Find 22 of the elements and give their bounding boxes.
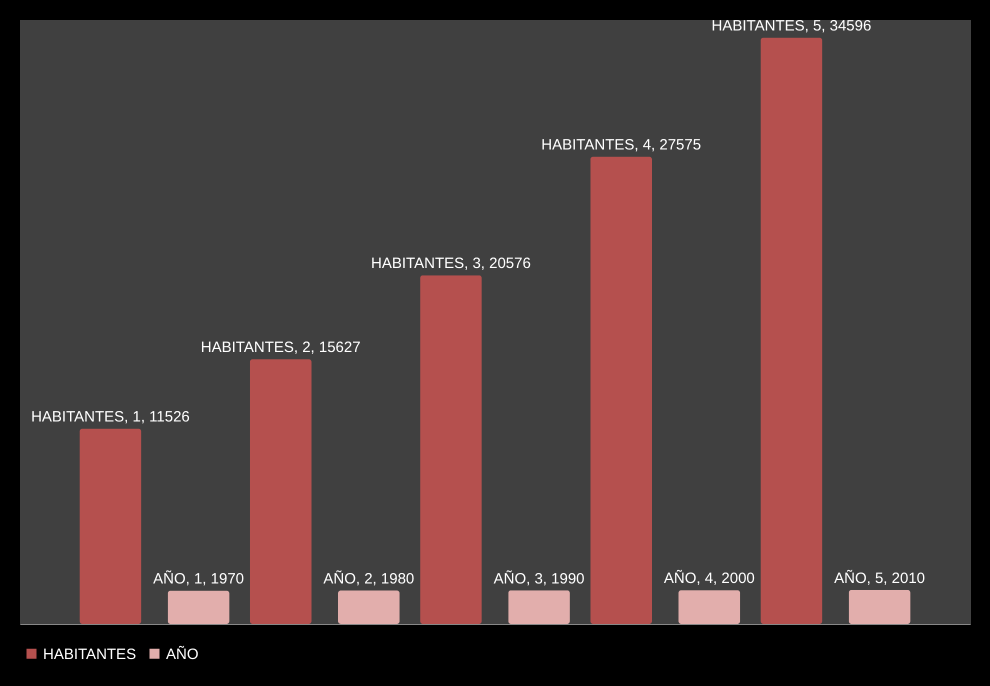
legend-label: AÑO (166, 644, 199, 663)
data-label: AÑO, 3, 1990 (494, 569, 585, 588)
bar (590, 156, 652, 624)
data-label: AÑO, 1, 1970 (153, 570, 244, 588)
bar (760, 38, 822, 624)
data-label: AÑO, 5, 2010 (834, 568, 926, 587)
bar (508, 590, 570, 624)
bar (678, 590, 740, 624)
data-label: AÑO, 2, 1980 (323, 569, 414, 588)
bar (848, 590, 910, 624)
bar (420, 275, 482, 624)
data-label: HABITANTES, 2, 15627 (200, 339, 361, 356)
data-label: HABITANTES, 1, 11526 (31, 408, 190, 426)
bar (250, 359, 312, 624)
bar (80, 428, 142, 624)
bar (338, 590, 400, 624)
data-label: HABITANTES, 4, 27575 (541, 136, 702, 154)
data-label: AÑO, 4, 2000 (664, 569, 755, 588)
legend-label: HABITANTES (43, 646, 136, 663)
bar (168, 590, 230, 624)
data-label: HABITANTES, 3, 20576 (371, 255, 531, 272)
data-label: HABITANTES, 5, 34596 (712, 18, 872, 35)
